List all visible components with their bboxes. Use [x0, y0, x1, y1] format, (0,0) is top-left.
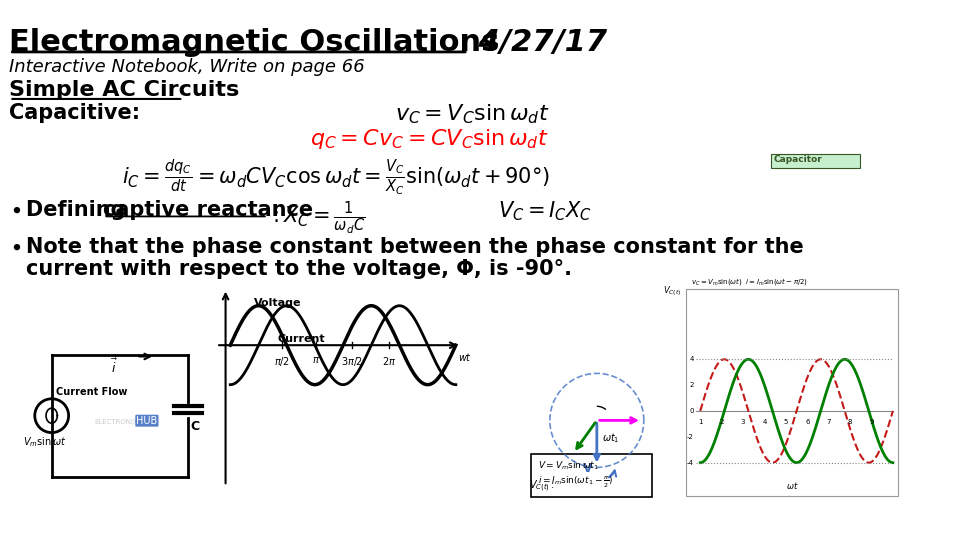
Text: -4: -4 — [686, 460, 694, 465]
Text: $V_C = I_C X_C$: $V_C = I_C X_C$ — [498, 199, 592, 223]
Text: $i_C = \frac{dq_C}{dt} = \omega_d CV_C\cos\omega_d t = \frac{V_C}{X_C}\sin(\omeg: $i_C = \frac{dq_C}{dt} = \omega_d CV_C\c… — [122, 157, 550, 197]
Bar — [686, 289, 898, 496]
Text: captive reactance: captive reactance — [104, 199, 314, 219]
Text: 3: 3 — [741, 418, 745, 424]
Text: Note that the phase constant between the phase constant for the: Note that the phase constant between the… — [26, 237, 804, 257]
Text: 2: 2 — [719, 418, 724, 424]
Text: Capacitive:: Capacitive: — [10, 103, 140, 123]
Text: Simple AC Circuits: Simple AC Circuits — [10, 80, 240, 100]
Text: HUB: HUB — [136, 416, 157, 426]
Text: Defining: Defining — [26, 199, 133, 219]
Text: 4: 4 — [762, 418, 767, 424]
Text: $\omega t$: $\omega t$ — [785, 480, 798, 491]
Text: Capacitor: Capacitor — [774, 156, 823, 164]
Text: $wt$: $wt$ — [458, 351, 471, 363]
Text: -2: -2 — [686, 434, 694, 440]
Text: $V_{C(t)}$: $V_{C(t)}$ — [663, 284, 682, 298]
Text: V: V — [583, 462, 592, 475]
Text: Voltage: Voltage — [253, 298, 301, 308]
Text: 7: 7 — [827, 418, 831, 424]
Text: $: X_C = \frac{1}{\omega_d C}$: $: X_C = \frac{1}{\omega_d C}$ — [268, 199, 365, 237]
Text: current with respect to the voltage, Φ, is -90°.: current with respect to the voltage, Φ, … — [26, 259, 572, 279]
Text: Interactive Notebook, Write on page 66: Interactive Notebook, Write on page 66 — [10, 58, 365, 76]
Text: $\pi/2$: $\pi/2$ — [274, 355, 290, 368]
Text: $\bullet$: $\bullet$ — [10, 199, 22, 219]
Text: ELECTRONIX: ELECTRONIX — [94, 418, 137, 424]
Text: Current Flow: Current Flow — [57, 388, 128, 397]
Text: 9: 9 — [869, 418, 874, 424]
Text: Electromagnetic Oscillations: Electromagnetic Oscillations — [10, 28, 500, 57]
Text: $V = V_m \sin\omega t_1$: $V = V_m \sin\omega t_1$ — [538, 460, 598, 472]
Text: $V_m \sin\omega t$: $V_m \sin\omega t$ — [23, 435, 67, 449]
Text: $v_C = V_C \sin\omega_d t$: $v_C = V_C \sin\omega_d t$ — [395, 103, 549, 126]
Text: 5: 5 — [783, 418, 788, 424]
Text: 4/27/17: 4/27/17 — [468, 28, 607, 57]
Text: 2: 2 — [689, 382, 694, 388]
Text: 1: 1 — [698, 418, 703, 424]
Text: Current: Current — [277, 334, 324, 344]
Text: $2\pi$: $2\pi$ — [382, 355, 396, 367]
Text: 8: 8 — [848, 418, 852, 424]
Bar — [771, 154, 860, 168]
Text: $\vec{i}$: $\vec{i}$ — [111, 357, 118, 376]
Text: $\omega t_1$: $\omega t_1$ — [602, 431, 619, 445]
Text: $3\pi/2$: $3\pi/2$ — [342, 355, 364, 368]
Text: $v_C = V_m\sin(\omega t)$  $i=I_m\sin(\omega t-\pi/2)$: $v_C = V_m\sin(\omega t)$ $i=I_m\sin(\om… — [691, 276, 808, 287]
Text: 4: 4 — [689, 356, 694, 362]
Text: $V_{C(t)}:$: $V_{C(t)}:$ — [529, 478, 555, 494]
Text: $i = I_m \sin(\omega t_1 - \frac{\pi}{2})$: $i = I_m \sin(\omega t_1 - \frac{\pi}{2}… — [538, 475, 612, 490]
Text: C: C — [191, 420, 200, 434]
Text: 6: 6 — [805, 418, 809, 424]
Text: $\bullet$: $\bullet$ — [10, 237, 22, 257]
Text: $\pi$: $\pi$ — [312, 355, 320, 365]
Text: $q_C = Cv_C = CV_C \sin\omega_d t$: $q_C = Cv_C = CV_C \sin\omega_d t$ — [310, 127, 549, 151]
Text: 0: 0 — [689, 408, 694, 414]
